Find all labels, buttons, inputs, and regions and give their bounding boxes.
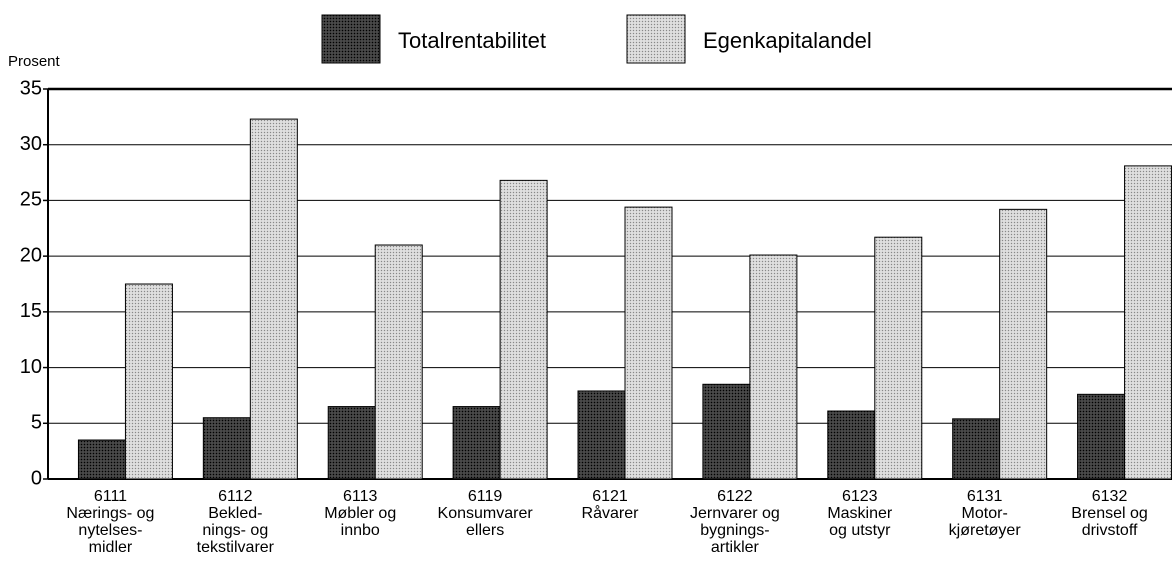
legend-swatch xyxy=(626,14,686,64)
x-tick-label-line: 6122 xyxy=(717,488,753,505)
bar xyxy=(749,254,798,480)
x-tick-label: 6111 Nærings- og nytelses-midler xyxy=(66,488,154,556)
bar xyxy=(77,439,126,480)
y-tick-label: 15 xyxy=(20,300,42,322)
x-tick-label-line: Møbler og xyxy=(324,505,396,522)
bar xyxy=(702,383,751,480)
x-tick-label-line: tekstilvarer xyxy=(197,539,275,556)
x-tick-label: 6113 Møbler og innbo xyxy=(324,488,396,539)
legend-swatch xyxy=(321,14,381,64)
x-tick-label: 6132 Brensel og drivstoff xyxy=(1071,488,1148,539)
x-tick-label-line: 6131 xyxy=(967,488,1003,505)
y-tick-label: 0 xyxy=(31,467,42,489)
x-tick-label-line: Maskiner xyxy=(827,505,893,522)
y-tick-label: 25 xyxy=(20,189,42,211)
x-tick-label: 6121 Råvarer xyxy=(582,488,640,522)
y-tick-label: 35 xyxy=(20,77,42,99)
legend-label: Totalrentabilitet xyxy=(398,28,546,53)
x-tick-label-line: og utstyr xyxy=(829,522,891,539)
x-tick-label-line: Konsumvarer xyxy=(438,505,534,522)
y-tick-label: 5 xyxy=(31,412,42,434)
bar xyxy=(124,283,173,480)
x-tick-label-line: drivstoff xyxy=(1082,522,1138,539)
y-tick-label: 10 xyxy=(20,356,42,378)
x-tick-label-line: 6111 xyxy=(94,488,127,505)
bar xyxy=(952,418,1001,480)
x-tick-label-line: Brensel og xyxy=(1071,505,1148,522)
bar xyxy=(202,417,251,480)
x-tick-label-line: Bekled- xyxy=(208,505,262,522)
x-tick-label-line: nings- og xyxy=(202,522,268,539)
bar xyxy=(249,118,298,480)
x-tick-label-line: 6132 xyxy=(1092,488,1128,505)
x-tick-label: 6119 Konsumvarer ellers xyxy=(438,488,534,539)
y-axis-label: Prosent xyxy=(8,53,61,70)
x-tick-label-line: bygnings- xyxy=(700,522,769,539)
x-tick-label: 6122 Jernvarer og bygnings-artikler xyxy=(690,488,780,556)
bar xyxy=(999,208,1048,480)
x-tick-label-line: 6121 xyxy=(592,488,628,505)
bar xyxy=(1077,393,1126,480)
x-tick-label: 6131 Motor-kjøretøyer xyxy=(949,488,1022,539)
x-tick-label-line: artikler xyxy=(711,539,760,556)
x-tick-label: 6123 Maskiner og utstyr xyxy=(827,488,893,539)
bar xyxy=(874,236,923,480)
x-tick-label: 6112 Bekled-nings- og tekstilvarer xyxy=(197,488,275,556)
x-tick-label-line: ellers xyxy=(466,522,504,539)
bar xyxy=(577,390,626,480)
x-tick-label-line: 6119 xyxy=(468,488,503,505)
y-tick-label: 30 xyxy=(20,133,42,155)
bar xyxy=(374,244,423,480)
x-tick-label-line: 6113 xyxy=(343,488,378,505)
x-tick-label-line: midler xyxy=(89,539,133,556)
x-tick-label-line: nytelses- xyxy=(78,522,142,539)
x-tick-label-line: Nærings- og xyxy=(66,505,154,522)
x-tick-label-line: 6112 xyxy=(218,488,253,505)
bar xyxy=(452,406,501,480)
x-tick-label-line: kjøretøyer xyxy=(949,522,1022,539)
bar xyxy=(327,406,376,480)
legend-label: Egenkapitalandel xyxy=(703,28,872,53)
x-tick-label-line: 6123 xyxy=(842,488,878,505)
bar xyxy=(1124,165,1172,480)
y-tick-label: 20 xyxy=(20,244,42,266)
x-tick-label-line: innbo xyxy=(341,522,380,539)
x-tick-label-line: Jernvarer og xyxy=(690,505,780,522)
x-tick-label-line: Råvarer xyxy=(582,504,640,522)
bar xyxy=(624,206,673,480)
bar xyxy=(827,410,876,480)
x-tick-label-line: Motor- xyxy=(962,505,1008,522)
bar xyxy=(499,179,548,480)
